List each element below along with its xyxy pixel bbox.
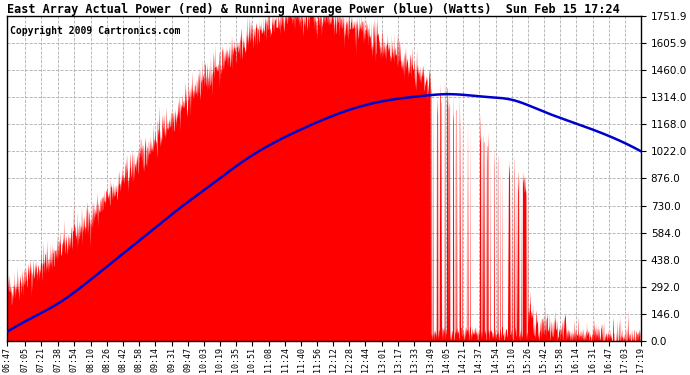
Text: East Array Actual Power (red) & Running Average Power (blue) (Watts)  Sun Feb 15: East Array Actual Power (red) & Running …	[8, 3, 620, 16]
Text: Copyright 2009 Cartronics.com: Copyright 2009 Cartronics.com	[10, 26, 181, 36]
